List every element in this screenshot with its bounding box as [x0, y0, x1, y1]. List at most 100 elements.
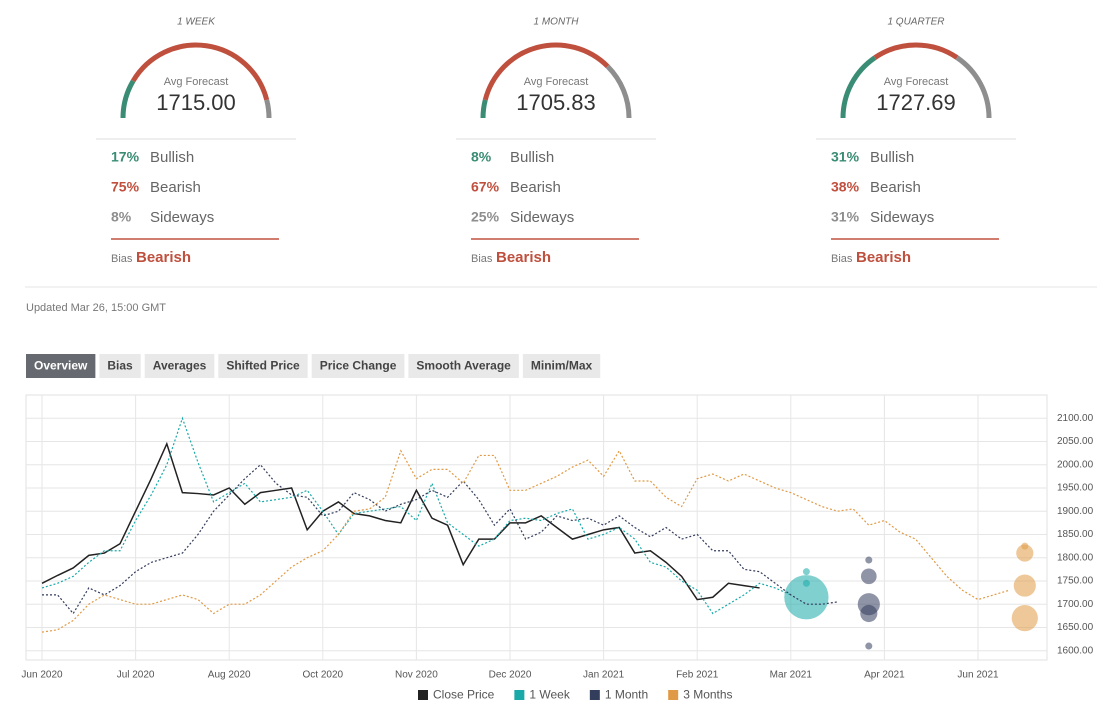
x-tick-label: Dec 2020: [489, 670, 532, 681]
tab[interactable]: Shifted Price: [218, 354, 308, 378]
x-tick-label: Feb 2021: [676, 670, 719, 681]
tab-bg[interactable]: [522, 354, 601, 378]
legend-swatch: [418, 690, 428, 700]
forecast-bubble: [1016, 544, 1034, 562]
sideways-label: Sideways: [510, 209, 574, 226]
sideways-label: Sideways: [870, 209, 934, 226]
x-tick-label: Jun 2020: [21, 670, 63, 681]
tab-bg[interactable]: [144, 354, 215, 378]
tab-label[interactable]: Bias: [107, 359, 133, 373]
legend-swatch: [514, 690, 525, 700]
y-tick-label: 1600.00: [1057, 645, 1094, 656]
gauge-arc: [840, 55, 877, 119]
bearish-label: Bearish: [150, 179, 201, 196]
y-tick-label: 1650.00: [1057, 622, 1094, 633]
legend-label: 3 Months: [683, 688, 732, 702]
bias-value: Bearish: [136, 249, 191, 266]
forecast-bubble: [1013, 574, 1036, 597]
forecast-bubble: [1011, 605, 1038, 632]
tab-bg[interactable]: [311, 354, 405, 378]
y-tick-label: 2000.00: [1057, 459, 1094, 470]
gauge-caption: Avg Forecast: [524, 76, 589, 88]
gauge-arc: [120, 79, 136, 119]
x-tick-label: Jun 2021: [957, 670, 999, 681]
x-tick-label: Mar 2021: [770, 670, 813, 681]
forecast-bubble: [865, 556, 873, 564]
bias-value: Bearish: [856, 249, 911, 266]
x-tick-label: Jul 2020: [117, 670, 155, 681]
y-tick-label: 2050.00: [1057, 436, 1094, 447]
forecast-bubble: [802, 579, 810, 587]
gauge-period: 1 WEEK: [177, 17, 216, 28]
bearish-percent: 38%: [831, 179, 860, 195]
forecast-bubble: [802, 568, 810, 576]
gauge-arc: [482, 42, 610, 101]
gauge-arc: [264, 99, 272, 119]
bearish-label: Bearish: [510, 179, 561, 196]
bullish-label: Bullish: [150, 149, 194, 166]
forecast-bubble: [784, 575, 829, 620]
tab-label[interactable]: Price Change: [320, 359, 397, 373]
forecast-bubble: [865, 642, 873, 650]
bias-value: Bearish: [496, 249, 551, 266]
gauge-caption: Avg Forecast: [164, 76, 229, 88]
sideways-percent: 31%: [831, 209, 860, 225]
forecast-bubble: [860, 604, 878, 623]
y-tick-label: 2100.00: [1057, 413, 1094, 424]
tab[interactable]: Averages: [144, 354, 215, 378]
bullish-label: Bullish: [510, 149, 554, 166]
bullish-percent: 31%: [831, 149, 860, 165]
tab-label[interactable]: Minim/Max: [531, 359, 593, 373]
tab[interactable]: Overview: [26, 354, 96, 378]
gauge-value: 1727.69: [876, 90, 956, 115]
bullish-percent: 8%: [471, 149, 492, 165]
gauge-period: 1 MONTH: [534, 17, 580, 28]
gauge-arc: [131, 42, 270, 101]
bearish-percent: 75%: [111, 179, 140, 195]
y-tick-label: 1900.00: [1057, 506, 1094, 517]
legend-label: 1 Month: [605, 688, 648, 702]
legend-swatch: [668, 690, 679, 700]
tab-bg[interactable]: [99, 354, 141, 378]
legend-swatch: [589, 690, 600, 700]
x-tick-label: Apr 2021: [864, 670, 905, 681]
gauge-arc: [605, 64, 632, 119]
tab-bg[interactable]: [408, 354, 519, 378]
tab-bg[interactable]: [26, 354, 96, 378]
bearish-label: Bearish: [870, 179, 921, 196]
sideways-label: Sideways: [150, 209, 214, 226]
tab-label[interactable]: Averages: [153, 359, 207, 373]
y-tick-label: 1950.00: [1057, 483, 1094, 494]
series-line: [42, 463, 838, 615]
tab[interactable]: Smooth Average: [408, 354, 519, 378]
sideways-percent: 25%: [471, 209, 500, 225]
x-tick-label: Oct 2020: [303, 670, 344, 681]
gauge-value: 1705.83: [516, 90, 596, 115]
plot-frame: [25, 394, 1048, 661]
tab-label[interactable]: Smooth Average: [416, 359, 511, 373]
x-tick-label: Jan 2021: [583, 670, 625, 681]
bias-label: Bias: [471, 253, 493, 265]
bullish-label: Bullish: [870, 149, 914, 166]
gauge-value: 1715.00: [156, 90, 236, 115]
tab-label[interactable]: Shifted Price: [226, 359, 300, 373]
tab[interactable]: Minim/Max: [522, 354, 601, 378]
bearish-percent: 67%: [471, 179, 500, 195]
y-tick-label: 1800.00: [1057, 552, 1094, 563]
sideways-percent: 8%: [111, 209, 132, 225]
tab-label[interactable]: Overview: [34, 359, 88, 373]
bias-label: Bias: [111, 253, 133, 265]
gauge-arc: [873, 42, 959, 60]
gauge-arc: [480, 99, 488, 119]
forecast-bubble: [860, 568, 877, 585]
series-line: [41, 441, 760, 601]
tab-bg[interactable]: [218, 354, 308, 378]
bias-label: Bias: [831, 253, 853, 265]
tab[interactable]: Price Change: [311, 354, 405, 378]
gauge-period: 1 QUARTER: [887, 17, 944, 28]
updated-text: Updated Mar 26, 15:00 GMT: [26, 302, 166, 314]
tab[interactable]: Bias: [99, 354, 141, 378]
legend-label: 1 Week: [529, 688, 570, 702]
y-tick-label: 1700.00: [1057, 599, 1094, 610]
